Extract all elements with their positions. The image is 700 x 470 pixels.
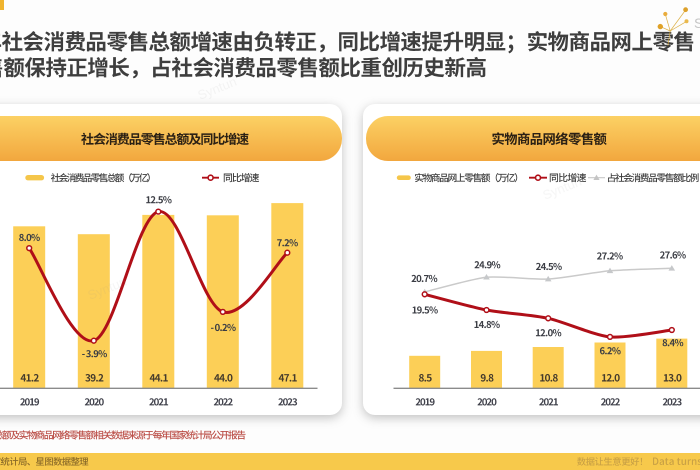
svg-text:S: S: [694, 15, 700, 31]
svg-text:Syntun: Syntun: [196, 74, 239, 103]
